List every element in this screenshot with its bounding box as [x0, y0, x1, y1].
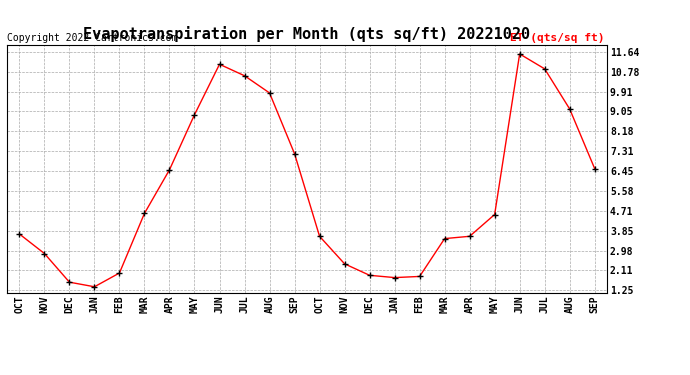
Text: ET (qts/sq ft): ET (qts/sq ft): [510, 33, 604, 42]
Title: Evapotranspiration per Month (qts sq/ft) 20221020: Evapotranspiration per Month (qts sq/ft)…: [83, 27, 531, 42]
Text: Copyright 2022 Cartronics.com: Copyright 2022 Cartronics.com: [7, 33, 177, 42]
